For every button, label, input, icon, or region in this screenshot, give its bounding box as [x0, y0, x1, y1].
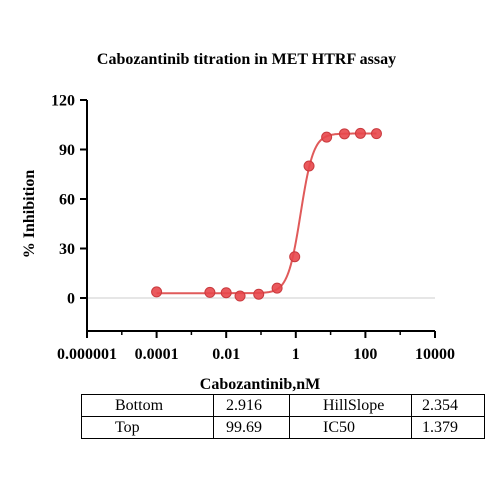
x-tick-label: 0.0001: [135, 346, 179, 363]
param-value-hillslope: 2.354: [411, 394, 485, 417]
table-row: Bottom 2.916 HillSlope 2.354: [81, 394, 485, 417]
data-point: [289, 251, 301, 263]
x-ticks: 0.000001 0.0001 0.01 1 100 10000: [57, 331, 455, 363]
y-ticks: 0 30 60 90 120: [51, 93, 87, 308]
x-tick-label: 100: [353, 346, 377, 363]
x-tick-label: 10000: [415, 346, 455, 363]
x-tick-label: 1: [292, 346, 300, 363]
x-axis-label: Cabozantinib,nM: [200, 376, 320, 393]
y-tick-label: 30: [59, 241, 75, 258]
data-point: [253, 288, 265, 300]
param-label-ic50: IC50: [289, 416, 412, 439]
data-point: [151, 286, 163, 298]
param-value-ic50: 1.379: [411, 416, 485, 439]
data-point: [354, 127, 366, 139]
fit-parameters-table: Bottom 2.916 HillSlope 2.354 Top 99.69 I…: [81, 394, 485, 439]
data-points: [151, 127, 382, 302]
y-tick-label: 60: [59, 192, 75, 209]
data-point: [220, 287, 232, 299]
x-tick-label: 0.000001: [57, 346, 117, 363]
fit-curve-layer: [156, 132, 377, 295]
x-tick-label: 0.01: [212, 346, 240, 363]
data-point: [338, 128, 350, 140]
y-tick-label: 0: [67, 291, 75, 308]
param-value-bottom: 2.916: [213, 394, 290, 417]
param-label-top: Top: [81, 416, 214, 439]
table-row: Top 99.69 IC50 1.379: [81, 416, 485, 439]
y-tick-label: 90: [59, 142, 75, 159]
y-axis-label: % Inhibition: [21, 170, 38, 259]
data-point: [370, 128, 382, 140]
data-point: [321, 131, 333, 143]
fit-curve: [156, 132, 377, 295]
data-point: [303, 160, 315, 172]
data-point: [271, 282, 283, 294]
data-point: [204, 286, 216, 298]
y-tick-label: 120: [51, 93, 75, 110]
data-point: [234, 290, 246, 302]
chart-title: Cabozantinib titration in MET HTRF assay: [96, 51, 397, 68]
param-label-bottom: Bottom: [81, 394, 214, 417]
param-value-top: 99.69: [213, 416, 290, 439]
param-label-hillslope: HillSlope: [289, 394, 412, 417]
